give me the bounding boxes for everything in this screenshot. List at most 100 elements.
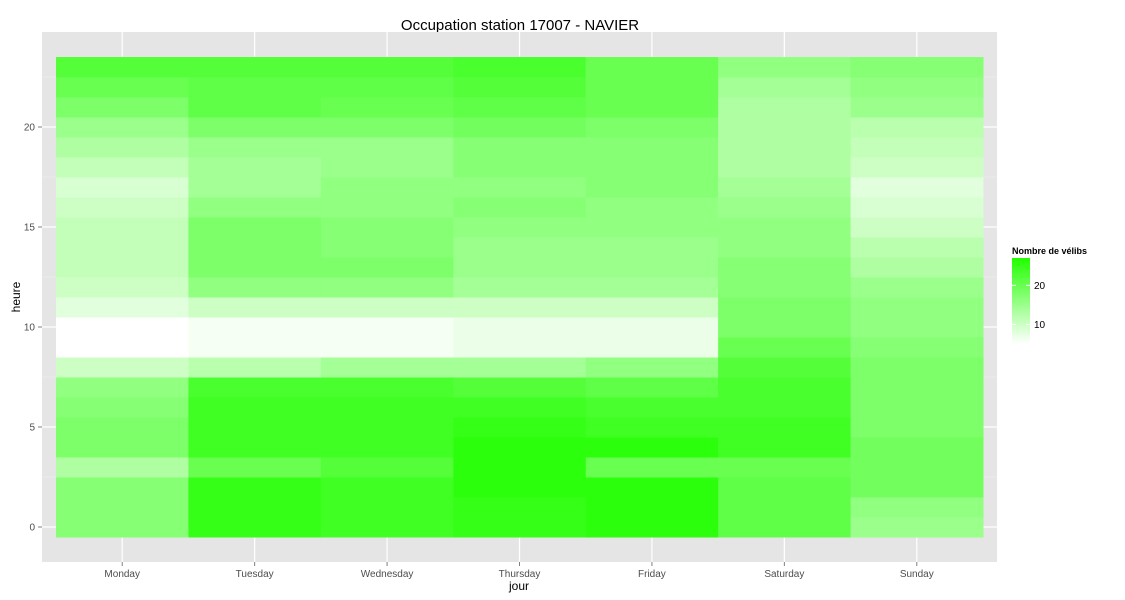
heatmap-cell [850, 117, 984, 138]
heatmap-cell [718, 297, 852, 318]
heatmap-cell [188, 77, 322, 98]
heatmap-cell [188, 277, 322, 298]
y-tick-label: 10 [24, 323, 36, 334]
legend-tick-label: 20 [1034, 281, 1046, 292]
heatmap-cell [320, 457, 454, 478]
heatmap-cell [850, 77, 984, 98]
heatmap-cell [453, 317, 587, 338]
heatmap-cell [585, 217, 719, 238]
heatmap-cell [453, 77, 587, 98]
heatmap-cell [56, 517, 189, 538]
heatmap-cell [56, 277, 189, 298]
heatmap-cell [320, 177, 454, 198]
heatmap-cell [56, 237, 189, 258]
heatmap-cell [718, 497, 852, 518]
heatmap-cell [850, 57, 984, 78]
heatmap-cell [585, 237, 719, 258]
heatmap-cell [850, 217, 984, 238]
heatmap-cell [453, 417, 587, 438]
heatmap-cell [453, 177, 587, 198]
heatmap-cell [850, 317, 984, 338]
y-axis: 0 5 10 15 20 [24, 123, 42, 534]
x-tick-label: Wednesday [361, 569, 414, 580]
legend: Nombre de vélibs 10 20 [1012, 246, 1087, 344]
heatmap-cell [585, 97, 719, 118]
heatmap-cell [56, 177, 189, 198]
heatmap-cell [718, 377, 852, 398]
heatmap-cell [850, 357, 984, 378]
y-axis-label: heure [9, 281, 23, 312]
heatmap-cell [188, 377, 322, 398]
heatmap-cell [188, 137, 322, 158]
heatmap-cell [56, 417, 189, 438]
heatmap-cell [718, 77, 852, 98]
heatmap-cell [188, 177, 322, 198]
x-tick-label: Friday [638, 569, 666, 580]
heatmap-cell [453, 117, 587, 138]
heatmap-cell [188, 297, 322, 318]
heatmap-cell [188, 117, 322, 138]
heatmap-cell [320, 277, 454, 298]
heatmap-cell [453, 57, 587, 78]
heatmap-cell [850, 457, 984, 478]
heatmap-cell [850, 437, 984, 458]
heatmap-cell [188, 337, 322, 358]
heatmap-cell [56, 457, 189, 478]
heatmap-cell [718, 257, 852, 278]
heatmap-cell [585, 117, 719, 138]
heatmap-cell [320, 117, 454, 138]
heatmap-cell [453, 197, 587, 218]
heatmap-cell [585, 517, 719, 538]
heatmap-cell [850, 197, 984, 218]
heatmap-cell [718, 197, 852, 218]
heatmap-cell [850, 97, 984, 118]
heatmap-cell [585, 437, 719, 458]
x-tick-label: Saturday [764, 569, 804, 580]
heatmap-cell [850, 137, 984, 158]
heatmap-cell [188, 257, 322, 278]
heatmap-cell [188, 417, 322, 438]
heatmap-cell [188, 317, 322, 338]
y-tick-label: 0 [29, 523, 35, 534]
heatmap-cell [585, 157, 719, 178]
heatmap-cell [850, 477, 984, 498]
heatmap-cell [718, 417, 852, 438]
heatmap-cell [188, 437, 322, 458]
heatmap-cell [320, 217, 454, 238]
heatmap-cell [320, 497, 454, 518]
heatmap-cell [850, 237, 984, 258]
heatmap-cell [56, 57, 189, 78]
legend-colorbar [1012, 258, 1030, 344]
heatmap-cell [320, 57, 454, 78]
heatmap-cell [320, 197, 454, 218]
heatmap-cell [585, 257, 719, 278]
heatmap-cell [453, 497, 587, 518]
heatmap-cell [56, 437, 189, 458]
heatmap-cell [718, 517, 852, 538]
heatmap-cell [453, 337, 587, 358]
heatmap-cell [718, 157, 852, 178]
heatmap-cell [718, 357, 852, 378]
heatmap-cell [453, 257, 587, 278]
heatmap-cell [585, 137, 719, 158]
heatmap-cell [718, 317, 852, 338]
heatmap-cell [585, 177, 719, 198]
heatmap-cell [718, 97, 852, 118]
x-tick-label: Sunday [900, 569, 934, 580]
heatmap-cell [56, 377, 189, 398]
heatmap-cell [850, 257, 984, 278]
heatmap-cell [453, 397, 587, 418]
heatmap-cell [453, 237, 587, 258]
heatmap-cell [188, 157, 322, 178]
heatmap-cell [850, 377, 984, 398]
heatmap-cell [850, 337, 984, 358]
heatmap-cell [56, 217, 189, 238]
heatmap-cell [453, 217, 587, 238]
heatmap-cell [718, 337, 852, 358]
heatmap-cell [188, 397, 322, 418]
heatmap-cell [320, 297, 454, 318]
heatmap-cell [320, 157, 454, 178]
heatmap-cell [718, 57, 852, 78]
x-tick-label: Tuesday [236, 569, 274, 580]
heatmap-cell [585, 197, 719, 218]
